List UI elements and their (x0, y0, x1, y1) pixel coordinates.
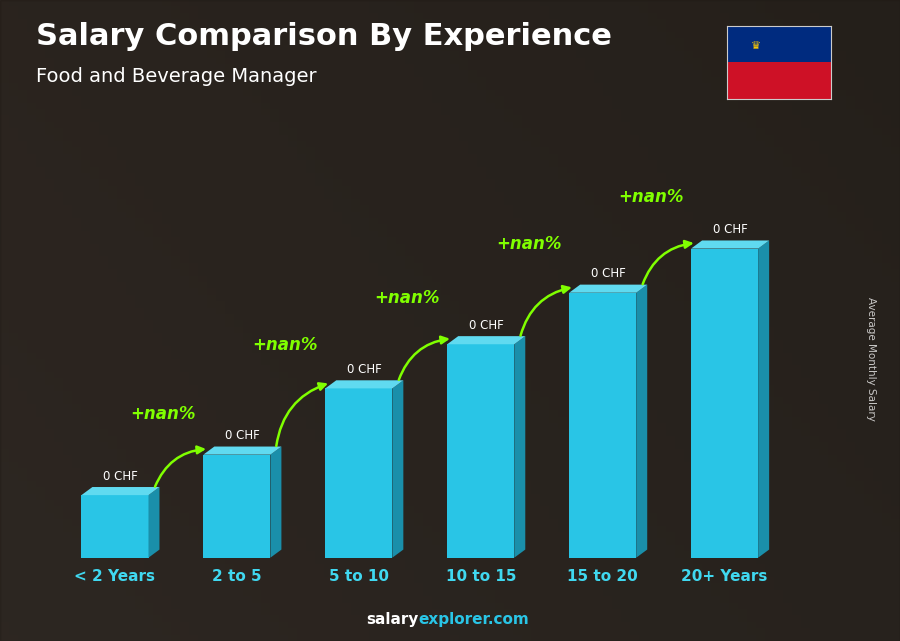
Bar (81, 495, 148, 558)
Text: +nan%: +nan% (496, 235, 562, 253)
Polygon shape (148, 487, 159, 558)
Polygon shape (447, 336, 526, 344)
Text: 0 CHF: 0 CHF (104, 470, 138, 483)
Text: 0 CHF: 0 CHF (469, 319, 504, 332)
Text: 0 CHF: 0 CHF (713, 223, 748, 236)
Bar (447, 344, 514, 558)
Bar (325, 388, 392, 558)
Polygon shape (392, 380, 403, 558)
Text: explorer.com: explorer.com (418, 612, 529, 627)
Polygon shape (636, 285, 647, 558)
Bar (691, 249, 758, 558)
Text: Salary Comparison By Experience: Salary Comparison By Experience (36, 22, 612, 51)
Bar (569, 293, 636, 558)
Text: +nan%: +nan% (252, 336, 318, 354)
Polygon shape (270, 447, 282, 558)
Text: 0 CHF: 0 CHF (590, 267, 625, 280)
Text: +nan%: +nan% (130, 405, 196, 423)
Text: +nan%: +nan% (618, 188, 684, 206)
Text: salary: salary (366, 612, 418, 627)
Text: Food and Beverage Manager: Food and Beverage Manager (36, 67, 317, 87)
Polygon shape (81, 487, 159, 495)
Polygon shape (691, 240, 770, 249)
Bar (727, 26, 831, 62)
Text: 0 CHF: 0 CHF (225, 429, 260, 442)
Polygon shape (514, 336, 526, 558)
Text: +nan%: +nan% (374, 289, 440, 307)
Polygon shape (203, 447, 282, 454)
Bar (727, 62, 831, 99)
Polygon shape (758, 240, 770, 558)
Polygon shape (325, 380, 403, 388)
Text: ♛: ♛ (752, 41, 761, 51)
Bar (203, 454, 270, 558)
Text: 0 CHF: 0 CHF (347, 363, 382, 376)
Polygon shape (569, 285, 647, 293)
Text: Average Monthly Salary: Average Monthly Salary (866, 297, 877, 421)
